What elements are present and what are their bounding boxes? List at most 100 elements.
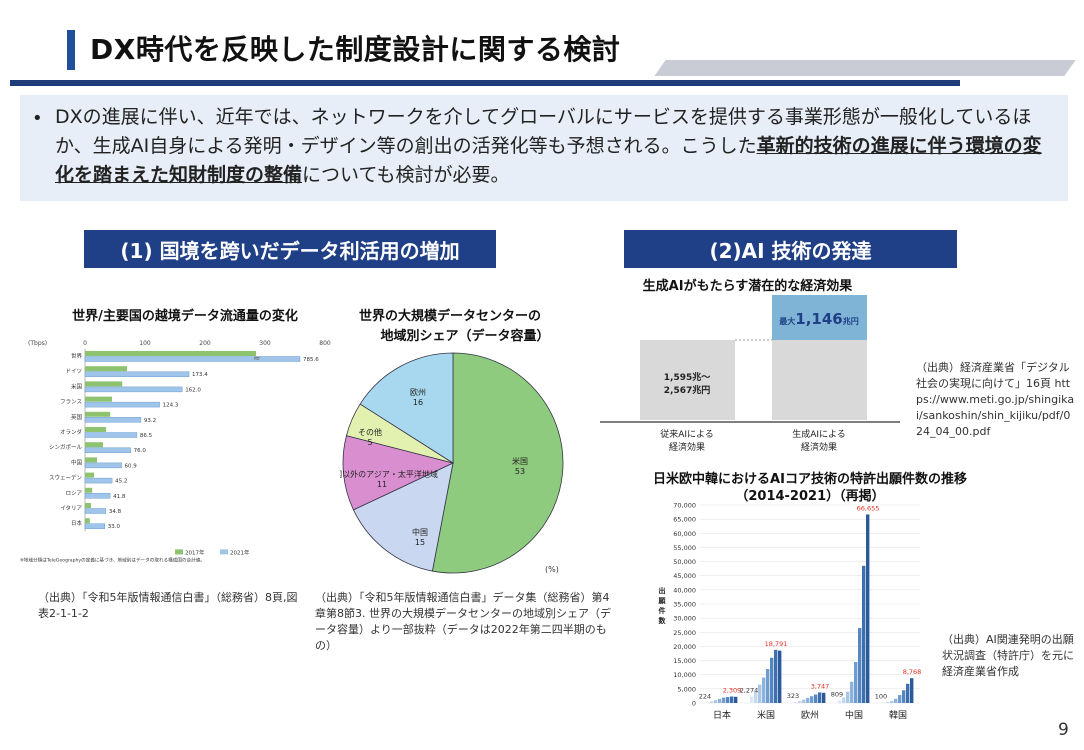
- chart1-x-tick: 0: [83, 340, 87, 347]
- chart2-unit: (%): [545, 565, 559, 574]
- page-number: 9: [1058, 720, 1069, 740]
- chart1-category-label: 英国: [71, 413, 83, 421]
- chart1-legend-swatch: [220, 549, 228, 555]
- bullet-emphasis: 革新的技術の進展に伴う環境の変化を踏まえた知財制度の整備: [55, 135, 1042, 186]
- chart1-bar-2017: [85, 381, 123, 387]
- chart4-bar: [770, 657, 774, 703]
- chart3-bar-genai-top: [772, 295, 867, 340]
- chart4-bar: [814, 694, 818, 703]
- chart1-category-label: シンガポール: [49, 443, 83, 451]
- chart4-bar: [754, 691, 758, 703]
- chart4-ylabel-char: 件: [659, 606, 666, 615]
- chart2-slice-value: 5: [367, 438, 372, 447]
- chart3-bar-genai-base: [772, 340, 867, 420]
- chart1-value-label: 33.0: [108, 524, 121, 530]
- chart1-svg: (Tbps) 0 100 200 300 800 世界 785.6 ドイツ 173.4 米国 162.…: [20, 340, 331, 563]
- chart2-slice-name: 中国以外のアジア・太平洋地域: [340, 469, 438, 479]
- chart2-title: 世界の大規模データセンターの: [358, 309, 541, 324]
- chart1-category-label: 世界: [71, 352, 83, 360]
- chart4-bar: [818, 692, 822, 703]
- chart4-y-tick: 30,000: [673, 615, 696, 623]
- chart3-bar-conventional: [640, 340, 735, 420]
- chart4-ylabel-char: 願: [659, 596, 667, 605]
- bullet-box: [20, 95, 1068, 201]
- chart4-peak-value: 18,791: [765, 640, 788, 648]
- chart4-bar: [862, 565, 866, 703]
- chart4-bar: [910, 678, 914, 703]
- chart1-value-label: 173.4: [192, 372, 208, 378]
- chart4-ylabel-char: 出: [659, 586, 666, 595]
- chart4-bar: [842, 697, 846, 703]
- chart1-unit-label: (Tbps): [28, 340, 47, 347]
- chart4-bar: [898, 695, 902, 703]
- chart1-category-label: ロシア: [65, 490, 82, 497]
- chart4-peak-value: 66,655: [857, 504, 880, 512]
- chart4-bar: [846, 691, 850, 703]
- chart1-axis-break: ≈: [253, 354, 261, 364]
- chart1-bar-2017: [85, 518, 90, 524]
- chart1-value-label: 86.5: [140, 433, 153, 439]
- chart1-value-label: 41.8: [113, 494, 126, 500]
- chart4-y-tick: 0: [692, 700, 696, 708]
- chart4-bar: [838, 700, 842, 703]
- chart4-bar: [850, 681, 854, 703]
- chart4-group-label: 米国: [757, 709, 775, 721]
- chart3-category-label: 生成AIによる: [792, 428, 846, 440]
- chart4-source: （出典）AI関連発明の出願状況調査（特許庁）を元に経済産業省作成: [942, 633, 1074, 678]
- chart3-source: （出典）経済産業省「デジタル社会の実現に向けて」16頁 https://www.…: [916, 361, 1075, 438]
- chart4-title: 日米欧中韓におけるAIコア技術の特許出願件数の推移: [653, 472, 967, 487]
- chart4-group-label: 日本: [713, 709, 731, 721]
- chart2-slice: [352, 462, 454, 572]
- page-title: DX時代を反映した制度設計に関する検討: [90, 33, 621, 66]
- chart4-bar: [750, 696, 754, 703]
- chart4-bar: [866, 514, 870, 703]
- chart4-first-value: 323: [787, 692, 799, 700]
- chart4-bar: [794, 702, 798, 703]
- chart2-slice-value: 15: [415, 538, 425, 547]
- chart1-bar-2021: [84, 432, 138, 438]
- chart1-bar-2017: [85, 487, 93, 493]
- chart3-title: 生成AIがもたらす潜在的な経済効果: [642, 279, 853, 294]
- chart1-value-label: 60.9: [125, 463, 138, 469]
- bullet-text: DXの進展に伴い、近年では、ネットワークを介してグローバルにサービスを提供する事…: [55, 103, 1060, 190]
- chart2-slice-value: 53: [515, 467, 525, 476]
- chart1-bar-2017: [85, 351, 256, 356]
- chart2-slice: [431, 352, 564, 574]
- chart4-group-label: 韓国: [889, 710, 907, 721]
- chart1-value-label: 34.8: [109, 509, 122, 515]
- chart1-bar-2017: [85, 427, 106, 432]
- chart4-y-tick: 20,000: [673, 643, 696, 651]
- chart1-bar-2021: [84, 371, 190, 377]
- chart4-bar: [710, 701, 714, 703]
- chart4-first-value: 224: [699, 692, 711, 700]
- chart1-category-label: スウェーデン: [49, 474, 83, 482]
- chart1-value-label: 785.6: [303, 357, 319, 363]
- bullet-tail: についても検討が必要。: [302, 164, 510, 186]
- chart1-bar-2021: [84, 356, 301, 362]
- chart4-bar: [778, 650, 782, 703]
- chart4-bar: [854, 661, 858, 703]
- chart1-bar-2017: [85, 472, 94, 478]
- chart1-bar-2021: [84, 462, 122, 469]
- chart1-bar-2017: [85, 442, 103, 448]
- chart4-y-tick: 65,000: [673, 516, 696, 524]
- chart1-x-tick: 200: [199, 340, 211, 347]
- chart4-y-tick: 35,000: [673, 601, 696, 609]
- chart4-peak-value: 8,768: [903, 668, 922, 676]
- chart1-title: 世界/主要国の越境データ流通量の変化: [72, 309, 298, 324]
- chart4-y-tick: 45,000: [673, 572, 696, 580]
- chart2-slice-name: 米国: [512, 456, 528, 466]
- section-header-ai: (2)AI 技術の発達: [624, 230, 957, 268]
- chart1-category-label: 米国: [71, 382, 83, 390]
- chart1-bar-2021: [84, 508, 107, 514]
- chart1-bar-2017: [85, 457, 97, 463]
- chart1-bar-2021: [84, 417, 142, 423]
- chart2-slice-name: その他: [358, 427, 382, 437]
- chart1-category-label: 中国: [71, 458, 83, 466]
- chart1-bar-2021: [84, 447, 131, 453]
- chart1-bar-2017: [85, 396, 112, 402]
- chart4-y-tick: 25,000: [673, 629, 696, 637]
- chart1-category-label: イタリア: [60, 504, 82, 512]
- chart4-y-tick: 50,000: [673, 558, 696, 566]
- chart2-slice: [342, 435, 455, 511]
